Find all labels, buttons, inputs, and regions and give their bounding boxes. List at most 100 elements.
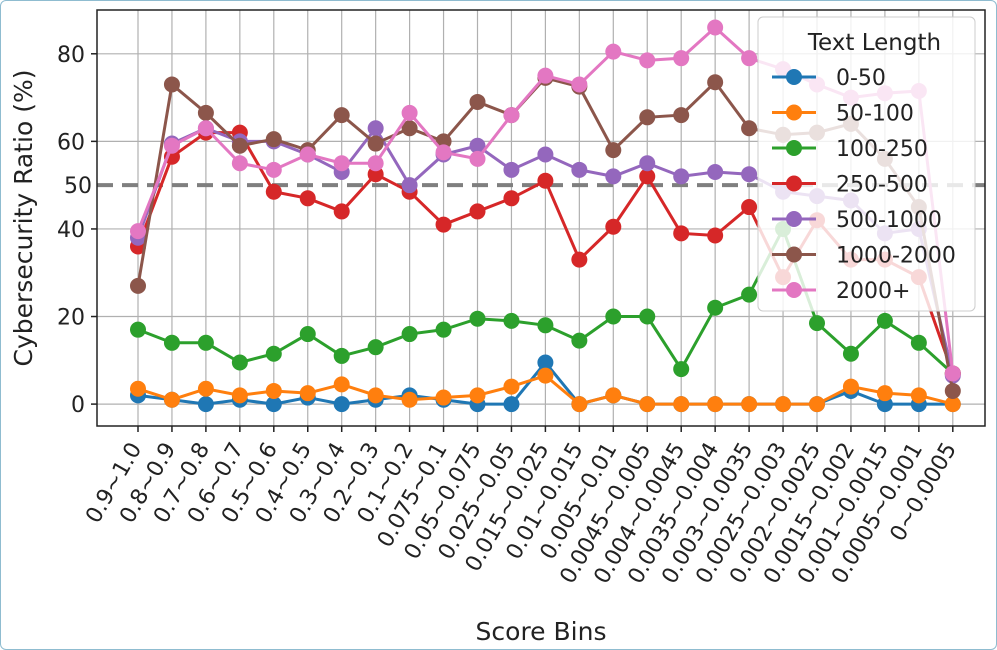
data-point: [673, 107, 690, 124]
legend-swatch-marker: [786, 69, 802, 85]
data-point: [163, 391, 180, 408]
legend-item-1000-2000: 1000-2000: [772, 244, 956, 269]
data-point: [842, 345, 859, 362]
legend-title: Text Length: [807, 30, 941, 56]
data-point: [571, 161, 588, 178]
data-point: [401, 326, 418, 343]
y-tick-label: 40: [57, 218, 85, 243]
data-point: [503, 378, 520, 395]
data-point: [469, 387, 486, 404]
y-axis-ticks: 0 20 40 60 80: [57, 43, 97, 418]
data-point: [673, 396, 690, 413]
legend-swatch-marker: [786, 282, 802, 298]
data-point: [571, 396, 588, 413]
data-point: [333, 203, 350, 220]
data-point: [741, 396, 758, 413]
data-point: [333, 347, 350, 364]
data-point: [537, 317, 554, 334]
data-point: [265, 161, 282, 178]
data-point: [401, 104, 418, 121]
legend-item-0-50: 0-50: [772, 66, 886, 91]
data-point: [265, 345, 282, 362]
series-group: [130, 19, 961, 413]
data-point: [876, 385, 893, 402]
legend-item-100-250: 100-250: [772, 137, 928, 162]
data-point: [197, 380, 214, 397]
legend-swatch-marker: [786, 104, 802, 121]
data-point: [435, 133, 452, 150]
data-point: [435, 216, 452, 233]
data-point: [265, 183, 282, 200]
legend-item-2000+: 2000+: [772, 279, 910, 304]
data-point: [333, 396, 350, 413]
data-point: [537, 67, 554, 84]
legend-swatch-marker: [786, 140, 802, 156]
data-point: [571, 76, 588, 93]
data-point: [741, 50, 758, 67]
data-point: [401, 120, 418, 137]
reference-line-label: 50: [64, 174, 92, 199]
legend-label: 0-50: [836, 66, 886, 91]
data-point: [876, 396, 893, 413]
data-point: [809, 315, 825, 332]
data-point: [367, 339, 384, 356]
data-point: [741, 199, 758, 216]
data-point: [197, 104, 214, 121]
data-point: [537, 146, 554, 163]
data-point: [503, 161, 520, 178]
legend-label: 500-1000: [836, 208, 942, 233]
data-point: [435, 389, 452, 406]
x-axis-title: Score Bins: [476, 617, 607, 646]
data-point: [673, 168, 690, 185]
data-point: [605, 43, 622, 60]
data-point: [469, 93, 486, 110]
data-point: [503, 312, 520, 329]
legend-label: 1000-2000: [836, 244, 956, 269]
data-point: [944, 365, 961, 382]
data-point: [367, 166, 384, 183]
data-point: [876, 312, 893, 329]
data-point: [469, 310, 486, 327]
data-point: [707, 299, 724, 316]
data-point: [707, 164, 724, 181]
data-point: [605, 387, 622, 404]
data-point: [605, 218, 622, 235]
legend-items: 0-50 50-100 100-250 250-500 500-1000 1000-200…: [772, 66, 956, 304]
data-point: [944, 382, 961, 399]
data-point: [707, 74, 724, 91]
data-point: [707, 19, 724, 36]
data-point: [367, 120, 384, 137]
data-point: [605, 308, 622, 325]
data-point: [537, 172, 554, 189]
data-point: [639, 52, 656, 69]
data-point: [130, 321, 146, 338]
data-point: [673, 50, 690, 67]
series-50-100: [130, 367, 961, 413]
legend-item-50-100: 50-100: [772, 102, 914, 127]
data-point: [639, 168, 656, 185]
data-point: [333, 155, 350, 172]
plot-area-border: [96, 9, 986, 427]
data-point: [367, 387, 384, 404]
data-point: [503, 396, 520, 413]
data-point: [503, 190, 520, 207]
x-axis-ticks: 0.9~1.00.8~0.90.7~0.80.6~0.70.5~0.60.4~0…: [81, 426, 962, 588]
data-point: [299, 146, 316, 163]
data-point: [299, 385, 316, 402]
data-point: [537, 367, 554, 384]
data-point: [231, 137, 248, 154]
data-point: [401, 391, 418, 408]
data-point: [707, 227, 724, 244]
data-point: [130, 223, 146, 240]
data-point: [809, 396, 825, 413]
data-point: [571, 332, 588, 349]
data-point: [639, 155, 656, 172]
data-point: [231, 387, 248, 404]
data-point: [741, 286, 758, 303]
data-point: [469, 203, 486, 220]
data-point: [197, 334, 214, 351]
data-point: [333, 107, 350, 124]
data-point: [503, 107, 520, 124]
data-point: [163, 76, 180, 93]
legend-item-250-500: 250-500: [772, 173, 928, 198]
